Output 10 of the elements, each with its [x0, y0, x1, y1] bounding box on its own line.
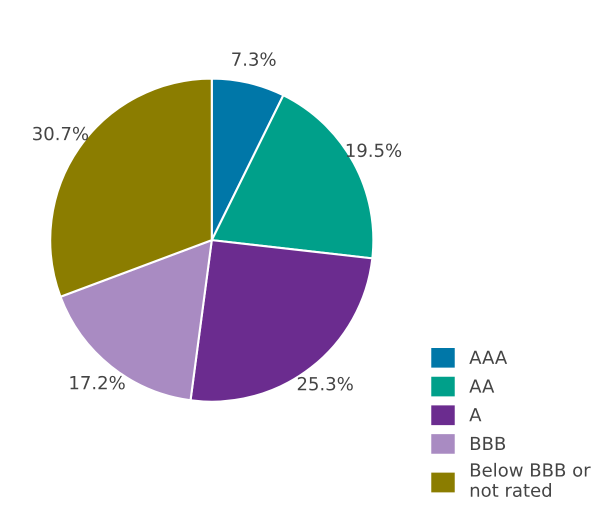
- data-label: 7.3%: [232, 52, 276, 66]
- data-label: 17.2%: [70, 376, 125, 390]
- data-label: 30.7%: [33, 126, 88, 140]
- legend-label: BBB: [470, 436, 506, 450]
- legend-label: AAA: [469, 350, 508, 364]
- data-label: 25.3%: [298, 376, 353, 391]
- legend-label: AA: [469, 379, 494, 393]
- legend-label: A: [469, 408, 482, 422]
- legend-label: Below BBB or not rated: [470, 462, 591, 498]
- data-label: 19.5%: [346, 143, 402, 158]
